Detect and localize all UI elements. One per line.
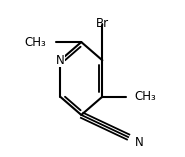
- Text: CH₃: CH₃: [134, 90, 156, 103]
- Text: N: N: [56, 54, 65, 67]
- Text: Br: Br: [96, 17, 109, 30]
- Text: CH₃: CH₃: [24, 35, 46, 49]
- Text: N: N: [134, 136, 143, 149]
